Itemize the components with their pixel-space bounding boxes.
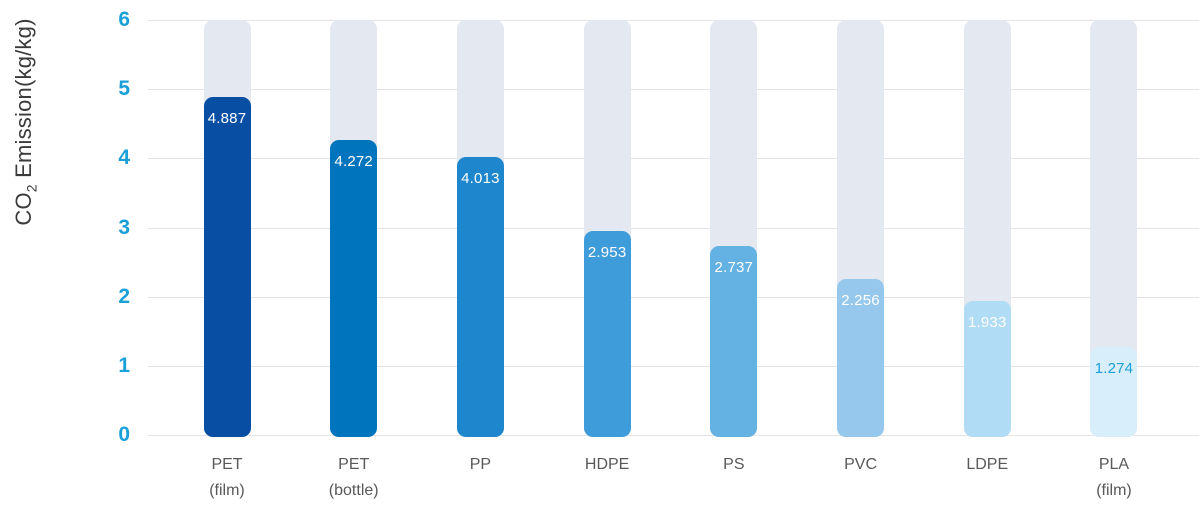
y-tick-label: 5 xyxy=(118,77,130,101)
bar-value-label: 4.272 xyxy=(334,152,373,170)
y-tick-label: 0 xyxy=(118,423,130,446)
x-tick-label: PS xyxy=(723,456,745,473)
x-tick-label: PLA (film) xyxy=(1096,456,1132,499)
gridline xyxy=(148,296,1199,298)
gridline xyxy=(148,365,1199,367)
x-tick-label: PET (bottle) xyxy=(328,456,379,499)
y-axis-title-subscript: 2 xyxy=(23,184,40,193)
bar xyxy=(710,245,758,437)
bar-value-label: 2.256 xyxy=(841,291,880,309)
x-tick-label: HDPE xyxy=(584,456,630,473)
bar xyxy=(456,157,504,437)
bar-value-label: 1.933 xyxy=(967,314,1007,332)
gridline xyxy=(148,158,1199,160)
x-tick-label: PP xyxy=(469,456,492,473)
y-tick-label: 6 xyxy=(118,8,130,31)
bar xyxy=(963,301,1011,437)
bar xyxy=(203,96,251,437)
gridline xyxy=(148,20,1199,21)
y-axis-title: CO2 Emission(kg/kg) xyxy=(11,18,40,226)
bar-value-label: 2.953 xyxy=(587,243,627,261)
bar xyxy=(837,278,885,437)
bar-value-label: 4.013 xyxy=(461,170,500,188)
y-tick-label: 3 xyxy=(118,215,130,239)
bar-value-label: 2.737 xyxy=(714,258,754,276)
y-tick-label: 2 xyxy=(118,284,130,308)
gridline xyxy=(148,89,1199,91)
y-tick-label: 4 xyxy=(118,146,130,170)
bar-value-label: 4.887 xyxy=(207,109,247,127)
bar xyxy=(583,230,631,437)
x-tick-label: PET (film) xyxy=(209,456,245,499)
bar xyxy=(1090,346,1138,437)
gridline xyxy=(148,435,1199,436)
x-tick-label: LDPE xyxy=(966,456,1009,473)
x-tick-label: PVC xyxy=(844,456,877,473)
y-axis-title-suffix: Emission(kg/kg) xyxy=(11,18,36,185)
y-tick-label: 1 xyxy=(118,353,130,377)
gridline xyxy=(148,227,1199,229)
y-axis-title-prefix: CO xyxy=(11,192,36,226)
bar xyxy=(330,139,378,437)
bar-value-label: 1.274 xyxy=(1094,359,1134,377)
